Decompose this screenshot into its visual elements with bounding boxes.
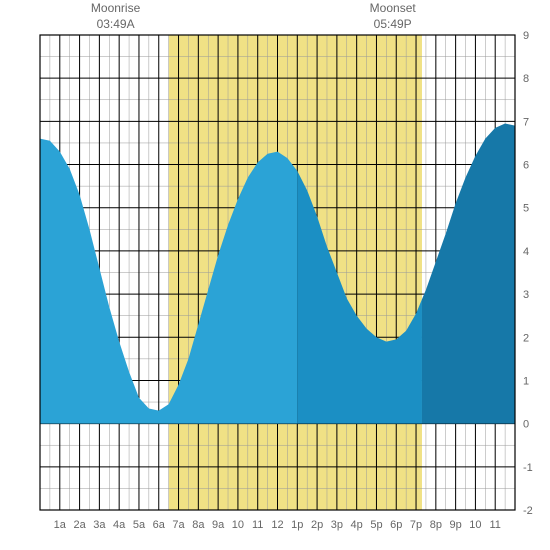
y-tick-label: 1 [523,375,529,387]
y-tick-label: 8 [523,73,529,85]
x-tick-label: 2p [311,519,323,531]
x-tick-label: 11 [489,519,500,531]
y-tick-label: 9 [523,30,529,42]
x-tick-label: 8a [192,519,205,531]
y-tick-label: 6 [523,160,529,172]
chart-svg: -2-101234567891a2a3a4a5a6a7a8a9a1011121p… [0,0,550,550]
x-tick-label: 8p [430,519,442,531]
y-tick-label: -1 [523,462,533,474]
y-tick-label: -2 [523,505,533,517]
x-tick-label: 7p [410,519,422,531]
x-tick-label: 2a [73,519,86,531]
x-tick-label: 4p [351,519,363,531]
y-tick-label: 7 [523,116,529,128]
moonset-title: Moonset [358,1,428,17]
x-tick-label: 4a [113,519,126,531]
tide-chart: -2-101234567891a2a3a4a5a6a7a8a9a1011121p… [0,0,550,550]
y-tick-label: 5 [523,203,529,215]
x-tick-label: 6p [390,519,402,531]
y-tick-label: 0 [523,419,529,431]
x-tick-label: 3a [93,519,106,531]
moonset-time: 05:49P [358,17,428,33]
moonrise-time: 03:49A [81,17,151,33]
x-tick-label: 12 [271,519,283,531]
moonrise-annotation: Moonrise03:49A [81,1,151,32]
x-tick-label: 1p [291,519,303,531]
x-tick-label: 1a [54,519,67,531]
x-tick-label: 9a [212,519,225,531]
y-tick-label: 2 [523,332,529,344]
y-tick-label: 3 [523,289,529,301]
x-tick-label: 7a [172,519,185,531]
x-tick-label: 6a [153,519,166,531]
y-tick-label: 4 [523,246,529,258]
x-tick-label: 5p [370,519,382,531]
x-tick-label: 9p [450,519,462,531]
x-tick-label: 3p [331,519,343,531]
moonrise-title: Moonrise [81,1,151,17]
moonset-annotation: Moonset05:49P [358,1,428,32]
x-tick-label: 10 [232,519,244,531]
x-tick-label: 10 [469,519,481,531]
x-tick-label: 11 [252,519,263,531]
x-tick-label: 5a [133,519,146,531]
